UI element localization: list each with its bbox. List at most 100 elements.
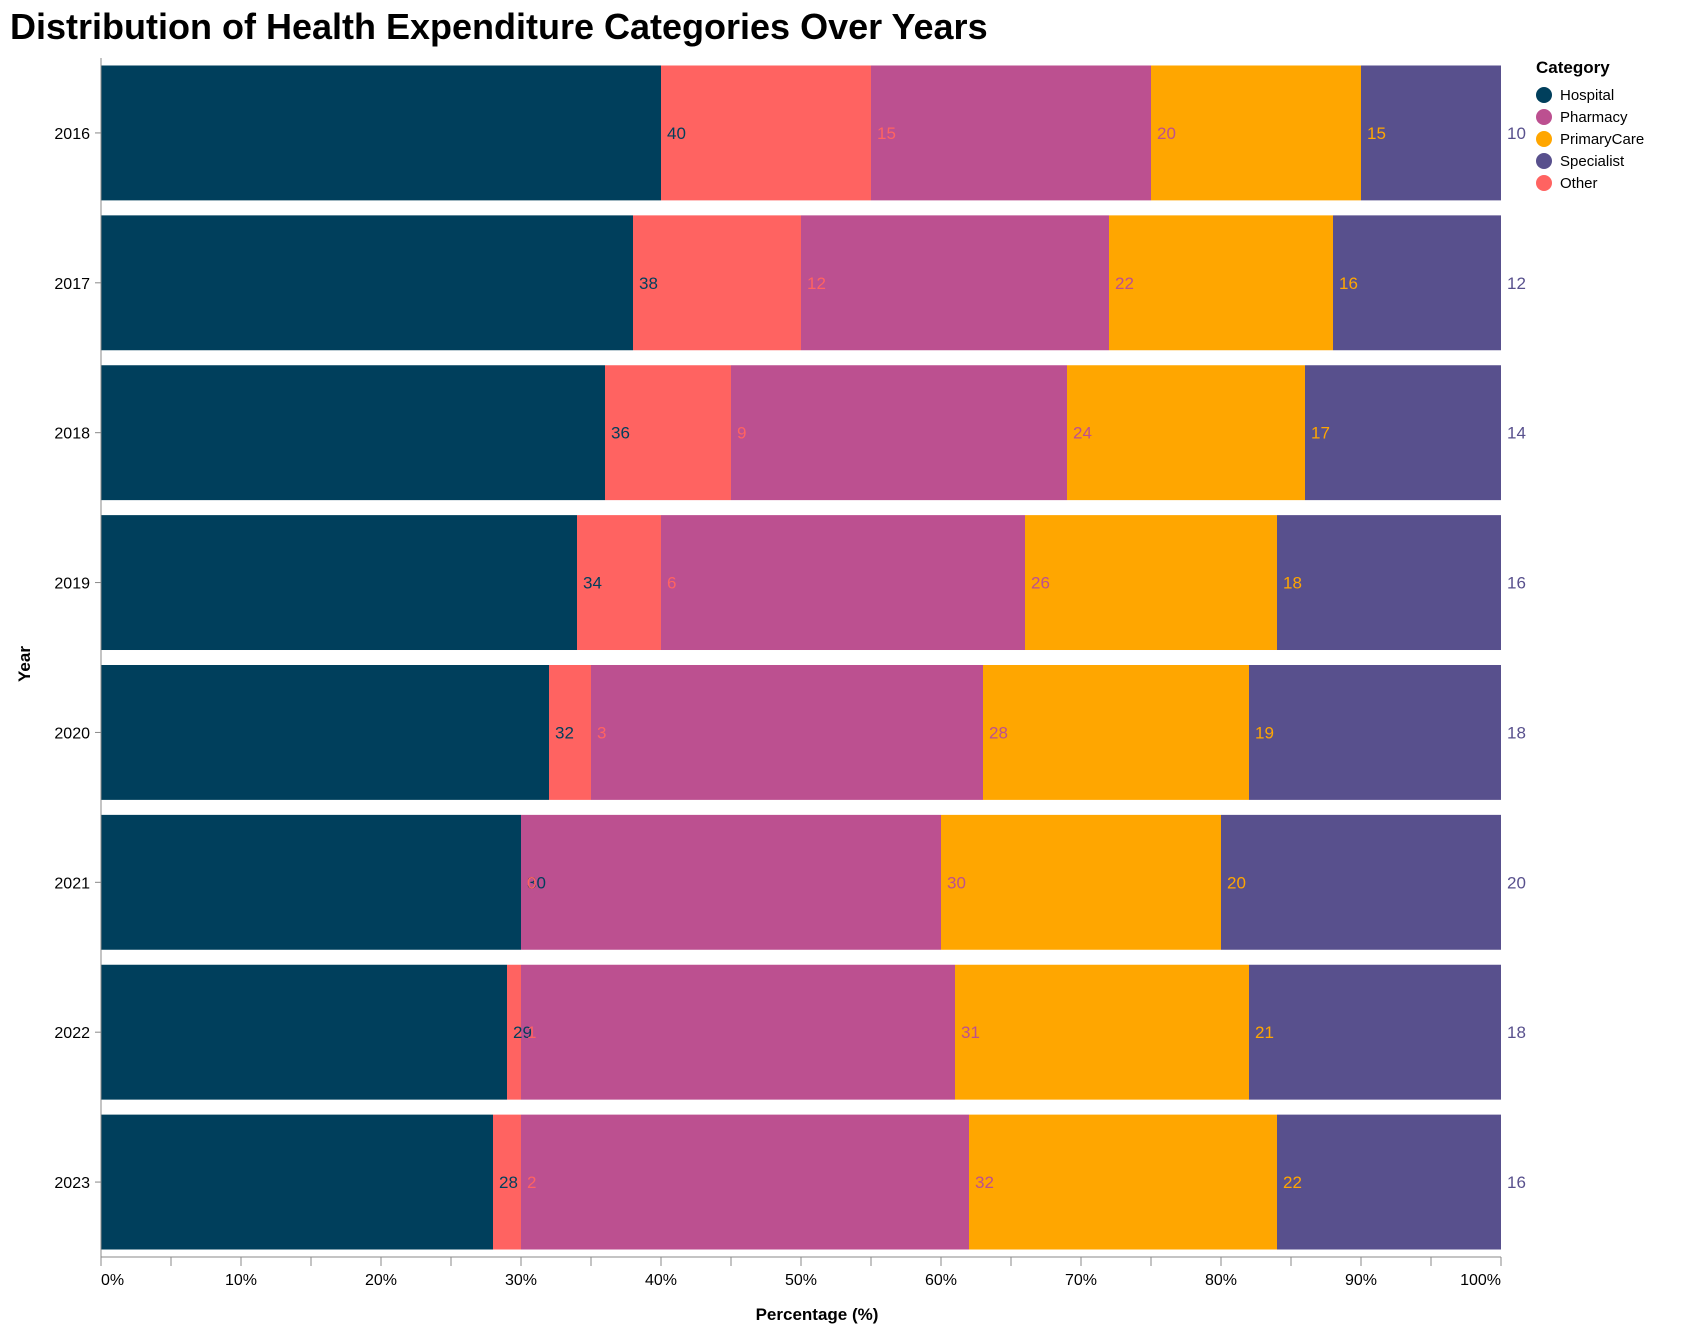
data-label-other-2016: 15 xyxy=(877,124,896,143)
bar-primarycare-2020 xyxy=(983,664,1249,800)
data-label-hospital-2019: 34 xyxy=(583,574,602,593)
data-label-primarycare-2023: 22 xyxy=(1283,1173,1302,1192)
data-label-hospital-2022: 29 xyxy=(513,1023,532,1042)
y-tick-label-2022: 2022 xyxy=(54,1025,90,1042)
data-label-pharmacy-2022: 31 xyxy=(961,1023,980,1042)
bar-specialist-2021 xyxy=(1221,814,1501,950)
bar-primarycare-2019 xyxy=(1025,515,1277,651)
bar-primarycare-2018 xyxy=(1067,365,1305,501)
data-label-specialist-2017: 12 xyxy=(1507,274,1526,293)
data-label-primarycare-2019: 18 xyxy=(1283,574,1302,593)
bar-specialist-2023 xyxy=(1277,1114,1501,1250)
x-tick-label: 90% xyxy=(1345,1272,1377,1289)
data-label-hospital-2018: 36 xyxy=(611,424,630,443)
x-tick-label: 20% xyxy=(365,1272,397,1289)
legend-swatch-hospital xyxy=(1536,87,1552,103)
data-label-specialist-2019: 16 xyxy=(1507,574,1526,593)
legend-item-other: Other xyxy=(1536,172,1644,194)
legend-title: Category xyxy=(1536,58,1610,77)
bar-hospital-2020 xyxy=(101,664,549,800)
data-label-pharmacy-2017: 22 xyxy=(1115,274,1134,293)
x-tick-label: 40% xyxy=(645,1272,677,1289)
data-label-specialist-2022: 18 xyxy=(1507,1023,1526,1042)
legend: Category Hospital Pharmacy PrimaryCare Spec… xyxy=(1536,58,1644,194)
data-label-pharmacy-2016: 20 xyxy=(1157,124,1176,143)
bars-layer xyxy=(101,65,1501,1250)
y-tick-label-2018: 2018 xyxy=(54,426,90,443)
bar-pharmacy-2023 xyxy=(521,1114,969,1250)
y-tick-label-2017: 2017 xyxy=(54,276,90,293)
data-label-specialist-2020: 18 xyxy=(1507,723,1526,742)
data-label-primarycare-2020: 19 xyxy=(1255,723,1274,742)
bar-pharmacy-2019 xyxy=(661,515,1025,651)
data-label-specialist-2016: 10 xyxy=(1507,124,1526,143)
data-label-primarycare-2018: 17 xyxy=(1311,424,1330,443)
bar-other-2016 xyxy=(661,65,871,201)
data-label-primarycare-2016: 15 xyxy=(1367,124,1386,143)
legend-item-primarycare: PrimaryCare xyxy=(1536,128,1644,150)
legend-items: Hospital Pharmacy PrimaryCare Specialist Oth… xyxy=(1536,84,1644,194)
data-label-other-2022: 1 xyxy=(527,1023,536,1042)
legend-item-hospital: Hospital xyxy=(1536,84,1644,106)
bar-pharmacy-2020 xyxy=(591,664,983,800)
legend-item-specialist: Specialist xyxy=(1536,150,1644,172)
bar-pharmacy-2018 xyxy=(731,365,1067,501)
bar-hospital-2022 xyxy=(101,964,507,1100)
bar-specialist-2017 xyxy=(1333,215,1501,351)
bar-hospital-2016 xyxy=(101,65,661,201)
y-tick-label-2020: 2020 xyxy=(54,725,90,742)
data-label-specialist-2023: 16 xyxy=(1507,1173,1526,1192)
x-tick-label: 80% xyxy=(1205,1272,1237,1289)
data-label-hospital-2020: 32 xyxy=(555,723,574,742)
bar-specialist-2016 xyxy=(1361,65,1501,201)
bar-other-2019 xyxy=(577,515,661,651)
data-label-pharmacy-2023: 32 xyxy=(975,1173,994,1192)
x-tick-label: 60% xyxy=(925,1272,957,1289)
bar-specialist-2022 xyxy=(1249,964,1501,1100)
data-label-pharmacy-2019: 26 xyxy=(1031,574,1050,593)
data-label-pharmacy-2018: 24 xyxy=(1073,424,1092,443)
x-tick-label: 10% xyxy=(225,1272,257,1289)
x-axis-title: Percentage (%) xyxy=(756,1305,879,1324)
data-label-other-2019: 6 xyxy=(667,574,676,593)
bar-specialist-2019 xyxy=(1277,515,1501,651)
data-label-specialist-2021: 20 xyxy=(1507,873,1526,892)
legend-swatch-pharmacy xyxy=(1536,109,1552,125)
bar-specialist-2020 xyxy=(1249,664,1501,800)
data-label-other-2017: 12 xyxy=(807,274,826,293)
legend-label-specialist: Specialist xyxy=(1560,152,1625,170)
legend-item-pharmacy: Pharmacy xyxy=(1536,106,1644,128)
y-tick-label-2019: 2019 xyxy=(54,576,90,593)
data-label-pharmacy-2021: 30 xyxy=(947,873,966,892)
legend-swatch-specialist xyxy=(1536,153,1552,169)
x-tick-label: 100% xyxy=(1460,1272,1501,1289)
legend-swatch-other xyxy=(1536,175,1552,191)
bar-pharmacy-2017 xyxy=(801,215,1109,351)
data-label-hospital-2016: 40 xyxy=(667,124,686,143)
x-tick-label: 0% xyxy=(101,1272,124,1289)
bar-pharmacy-2016 xyxy=(871,65,1151,201)
data-label-primarycare-2021: 20 xyxy=(1227,873,1246,892)
bar-hospital-2018 xyxy=(101,365,605,501)
bar-hospital-2021 xyxy=(101,814,521,950)
legend-swatch-primarycare xyxy=(1536,131,1552,147)
bar-pharmacy-2022 xyxy=(521,964,955,1100)
bar-hospital-2019 xyxy=(101,515,577,651)
bar-other-2023 xyxy=(493,1114,521,1250)
bar-other-2017 xyxy=(633,215,801,351)
bar-primarycare-2023 xyxy=(969,1114,1277,1250)
legend-label-hospital: Hospital xyxy=(1560,86,1615,104)
legend-label-pharmacy: Pharmacy xyxy=(1560,108,1628,126)
x-tick-label: 30% xyxy=(505,1272,537,1289)
data-label-other-2023: 2 xyxy=(527,1173,536,1192)
y-tick-label-2021: 2021 xyxy=(54,875,90,892)
data-label-primarycare-2022: 21 xyxy=(1255,1023,1274,1042)
bar-other-2018 xyxy=(605,365,731,501)
bar-hospital-2017 xyxy=(101,215,633,351)
bar-other-2020 xyxy=(549,664,591,800)
y-axis: 2016 2017 2018 2019 2020 2021 2022 2023 xyxy=(54,58,102,1257)
bar-primarycare-2022 xyxy=(955,964,1249,1100)
data-label-specialist-2018: 14 xyxy=(1507,424,1526,443)
